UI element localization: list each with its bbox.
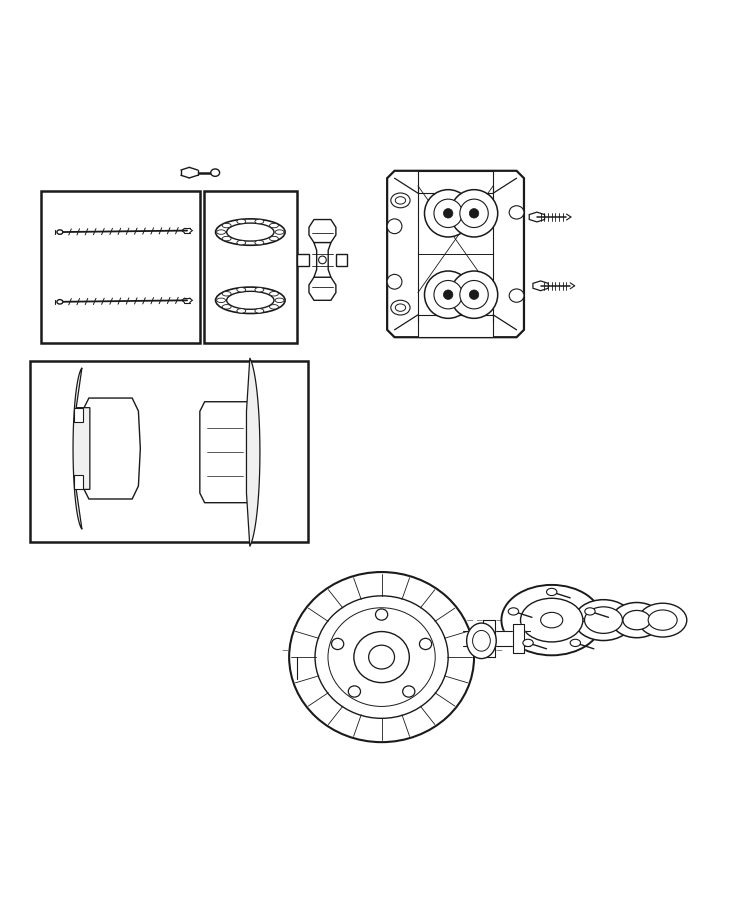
Polygon shape bbox=[73, 368, 90, 529]
Ellipse shape bbox=[648, 610, 677, 630]
Ellipse shape bbox=[369, 645, 394, 669]
Ellipse shape bbox=[520, 598, 583, 642]
Ellipse shape bbox=[255, 309, 264, 313]
Ellipse shape bbox=[222, 304, 231, 309]
Ellipse shape bbox=[391, 301, 410, 315]
Polygon shape bbox=[314, 243, 331, 277]
Ellipse shape bbox=[331, 638, 344, 650]
Ellipse shape bbox=[509, 289, 524, 302]
Polygon shape bbox=[247, 358, 260, 546]
Ellipse shape bbox=[460, 199, 488, 228]
Ellipse shape bbox=[547, 589, 557, 596]
Ellipse shape bbox=[460, 281, 488, 309]
Ellipse shape bbox=[508, 608, 519, 615]
Ellipse shape bbox=[216, 287, 285, 313]
Ellipse shape bbox=[585, 607, 622, 634]
Ellipse shape bbox=[222, 237, 231, 241]
Ellipse shape bbox=[255, 220, 264, 224]
Ellipse shape bbox=[270, 223, 279, 228]
Ellipse shape bbox=[451, 271, 498, 319]
Ellipse shape bbox=[255, 240, 264, 245]
Ellipse shape bbox=[210, 169, 219, 176]
Ellipse shape bbox=[237, 309, 246, 313]
Ellipse shape bbox=[354, 632, 409, 682]
Ellipse shape bbox=[541, 612, 562, 628]
Ellipse shape bbox=[227, 292, 274, 310]
Polygon shape bbox=[200, 401, 253, 503]
Ellipse shape bbox=[289, 572, 474, 742]
Ellipse shape bbox=[639, 603, 687, 637]
Ellipse shape bbox=[434, 281, 462, 309]
Ellipse shape bbox=[443, 290, 453, 300]
Ellipse shape bbox=[434, 199, 462, 228]
Bar bbox=[74, 408, 83, 421]
Bar bbox=[204, 191, 296, 343]
Ellipse shape bbox=[270, 292, 279, 296]
Ellipse shape bbox=[348, 686, 361, 698]
Ellipse shape bbox=[319, 256, 326, 264]
Polygon shape bbox=[309, 277, 336, 301]
Ellipse shape bbox=[270, 304, 279, 309]
Polygon shape bbox=[336, 254, 348, 266]
Ellipse shape bbox=[623, 610, 651, 630]
Polygon shape bbox=[513, 624, 525, 653]
Ellipse shape bbox=[469, 290, 479, 300]
Ellipse shape bbox=[275, 230, 284, 234]
Ellipse shape bbox=[227, 223, 274, 241]
Bar bbox=[418, 171, 494, 194]
Ellipse shape bbox=[523, 639, 534, 646]
Ellipse shape bbox=[57, 230, 63, 234]
Ellipse shape bbox=[328, 608, 435, 706]
Ellipse shape bbox=[425, 271, 472, 319]
Ellipse shape bbox=[502, 585, 602, 655]
Ellipse shape bbox=[237, 220, 246, 224]
Ellipse shape bbox=[216, 230, 225, 234]
Polygon shape bbox=[529, 212, 545, 222]
Polygon shape bbox=[84, 398, 140, 499]
Ellipse shape bbox=[237, 287, 246, 292]
Ellipse shape bbox=[473, 631, 491, 652]
Ellipse shape bbox=[216, 219, 285, 246]
Polygon shape bbox=[387, 171, 524, 338]
Ellipse shape bbox=[237, 240, 246, 245]
Ellipse shape bbox=[419, 638, 432, 650]
Ellipse shape bbox=[574, 599, 633, 641]
Ellipse shape bbox=[467, 623, 496, 659]
Ellipse shape bbox=[387, 219, 402, 234]
Ellipse shape bbox=[585, 608, 595, 615]
Polygon shape bbox=[533, 281, 548, 291]
Bar bbox=[74, 475, 83, 489]
Ellipse shape bbox=[275, 298, 284, 302]
Polygon shape bbox=[463, 631, 530, 646]
Ellipse shape bbox=[395, 197, 405, 204]
Polygon shape bbox=[483, 620, 495, 657]
Ellipse shape bbox=[270, 237, 279, 241]
Bar bbox=[30, 361, 308, 543]
Ellipse shape bbox=[443, 209, 453, 218]
Polygon shape bbox=[297, 254, 309, 266]
Ellipse shape bbox=[402, 686, 415, 698]
Ellipse shape bbox=[387, 274, 402, 289]
Ellipse shape bbox=[222, 223, 231, 228]
Ellipse shape bbox=[451, 190, 498, 237]
Ellipse shape bbox=[395, 304, 405, 311]
Ellipse shape bbox=[425, 190, 472, 237]
Ellipse shape bbox=[509, 206, 524, 219]
Ellipse shape bbox=[255, 287, 264, 292]
Ellipse shape bbox=[611, 602, 662, 638]
Bar bbox=[41, 191, 200, 343]
Ellipse shape bbox=[57, 300, 63, 304]
Ellipse shape bbox=[570, 639, 580, 646]
Ellipse shape bbox=[216, 298, 225, 302]
Polygon shape bbox=[309, 220, 336, 243]
Bar bbox=[418, 315, 494, 337]
Ellipse shape bbox=[469, 209, 479, 218]
Ellipse shape bbox=[376, 609, 388, 620]
Ellipse shape bbox=[222, 292, 231, 296]
Ellipse shape bbox=[391, 193, 410, 208]
Ellipse shape bbox=[315, 596, 448, 718]
